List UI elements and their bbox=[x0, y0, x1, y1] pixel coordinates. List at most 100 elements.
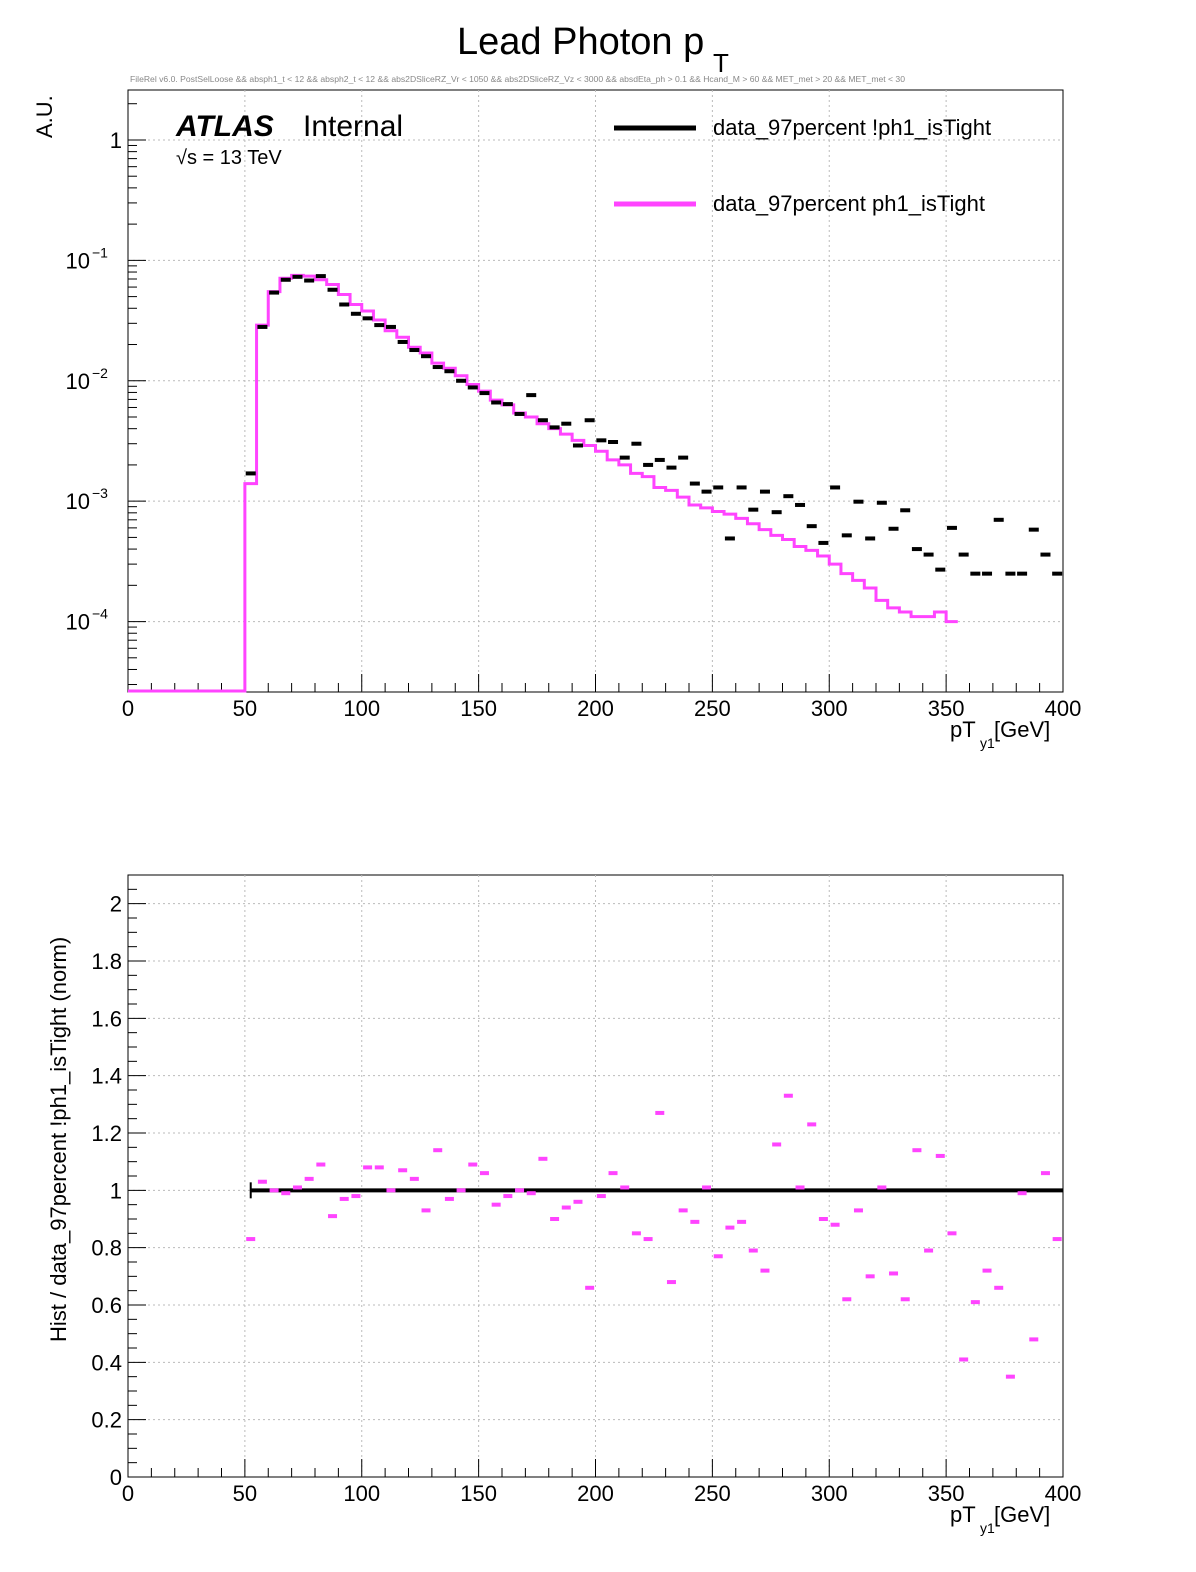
ratio-point bbox=[515, 1188, 525, 1193]
data-point bbox=[911, 547, 922, 552]
data-point bbox=[701, 489, 712, 494]
data-point bbox=[643, 462, 654, 467]
ratio-point bbox=[959, 1357, 969, 1362]
data-point bbox=[970, 571, 981, 576]
data-point bbox=[993, 517, 1004, 522]
top-xlabel: pT y1 [GeV] bbox=[950, 717, 1050, 751]
data-point bbox=[339, 302, 350, 307]
bottom-xlabel: pT y1 [GeV] bbox=[950, 1502, 1050, 1536]
data-point bbox=[444, 369, 455, 374]
data-point bbox=[245, 471, 256, 476]
data-point bbox=[888, 526, 899, 531]
bottom-ytick-label: 1.4 bbox=[91, 1064, 122, 1089]
atlas-energy: √s = 13 TeV bbox=[176, 147, 282, 169]
top-xtick-label: 400 bbox=[1045, 696, 1082, 721]
data-point bbox=[292, 274, 303, 279]
data-point bbox=[269, 290, 280, 295]
top-xtick-label: 200 bbox=[577, 696, 614, 721]
ratio-point bbox=[503, 1194, 513, 1199]
data-point bbox=[514, 411, 525, 416]
ratio-point bbox=[655, 1110, 665, 1115]
ratio-point bbox=[1005, 1374, 1015, 1379]
ratio-point bbox=[865, 1274, 875, 1279]
data-point bbox=[491, 400, 502, 405]
bottom-ytick-label: 1 bbox=[110, 1178, 122, 1203]
data-point bbox=[280, 277, 291, 282]
ratio-point bbox=[246, 1237, 256, 1242]
top-xtick-label: 0 bbox=[122, 696, 134, 721]
top-ylabel: A.U. bbox=[32, 95, 57, 138]
mc-step-histogram bbox=[128, 273, 958, 693]
data-point bbox=[619, 455, 630, 460]
ratio-point bbox=[561, 1205, 571, 1210]
data-point bbox=[689, 481, 700, 486]
data-point bbox=[479, 391, 490, 396]
ratio-point bbox=[760, 1268, 770, 1273]
ratio-point bbox=[900, 1297, 910, 1302]
top-xlabel-sub: y1 bbox=[980, 735, 995, 751]
ratio-point bbox=[912, 1148, 922, 1153]
data-point bbox=[537, 418, 548, 423]
data-point bbox=[900, 508, 911, 513]
ratio-point bbox=[818, 1217, 828, 1221]
data-point bbox=[946, 525, 957, 530]
data-point bbox=[654, 457, 665, 462]
bottom-ytick-label: 0.4 bbox=[91, 1350, 122, 1375]
data-point bbox=[759, 489, 770, 494]
ratio-point bbox=[316, 1162, 326, 1167]
ratio-point bbox=[386, 1188, 396, 1193]
ratio-point bbox=[994, 1285, 1004, 1290]
data-point bbox=[608, 440, 619, 445]
ratio-point bbox=[444, 1196, 454, 1201]
data-point bbox=[467, 385, 478, 390]
chart-title: Lead Photon p bbox=[457, 21, 704, 63]
data-point bbox=[385, 324, 396, 329]
bottom-panel: 0 50 100 150 200 250 300 350 400 0 0.2 0.4 0.6 0.8 1 1.… bbox=[46, 874, 1081, 1536]
ratio-point bbox=[257, 1179, 267, 1184]
top-xtick-label: 250 bbox=[694, 696, 731, 721]
ratio-point bbox=[643, 1237, 653, 1242]
ratio-point bbox=[491, 1202, 501, 1207]
ratio-point bbox=[433, 1148, 443, 1153]
bottom-xtick-label: 150 bbox=[460, 1481, 497, 1506]
bottom-xlabel-main: pT bbox=[950, 1502, 976, 1527]
bottom-axes: 0 50 100 150 200 250 300 350 400 0 0.2 0.4 0.6 0.8 1 1.… bbox=[91, 888, 1081, 1506]
top-xtick-label: 50 bbox=[233, 696, 257, 721]
data-point bbox=[958, 552, 969, 557]
ratio-point bbox=[538, 1156, 548, 1161]
bottom-ytick-label: 1.6 bbox=[91, 1006, 122, 1031]
data-point bbox=[736, 485, 747, 490]
bottom-ytick-label: 0 bbox=[110, 1465, 122, 1490]
ratio-point bbox=[573, 1199, 583, 1204]
data-point bbox=[830, 485, 841, 490]
ratio-point bbox=[666, 1280, 676, 1285]
ratio-point bbox=[783, 1093, 793, 1098]
bottom-ytick-label: 0.6 bbox=[91, 1293, 122, 1318]
ratio-point bbox=[970, 1300, 980, 1305]
chart-title-subscript: T bbox=[713, 48, 729, 78]
ratio-point bbox=[631, 1231, 641, 1236]
ratio-point bbox=[795, 1185, 805, 1190]
data-point bbox=[432, 365, 443, 370]
data-point bbox=[713, 485, 724, 490]
ratio-point bbox=[947, 1231, 957, 1236]
ratio-point bbox=[924, 1248, 934, 1253]
data-point bbox=[1040, 552, 1051, 557]
top-ytick-label-exp: −4 bbox=[92, 606, 108, 622]
ratio-point bbox=[830, 1222, 840, 1227]
ratio-point bbox=[620, 1185, 630, 1190]
ratio-point bbox=[363, 1165, 373, 1170]
top-ytick-label-exp: −3 bbox=[92, 485, 108, 501]
top-xlabel-unit: [GeV] bbox=[994, 717, 1050, 742]
ratio-point bbox=[982, 1268, 992, 1273]
data-point bbox=[631, 441, 642, 446]
data-point bbox=[1005, 571, 1016, 576]
top-panel: 0 50 100 150 200 250 300 350 40010−410−310−210−1… bbox=[32, 89, 1082, 751]
data-point bbox=[935, 567, 946, 572]
ratio-point bbox=[304, 1176, 314, 1181]
atlas-label: ATLAS bbox=[175, 110, 274, 143]
data-point bbox=[923, 552, 934, 557]
ratio-point bbox=[328, 1214, 338, 1219]
ratio-point bbox=[608, 1171, 618, 1176]
